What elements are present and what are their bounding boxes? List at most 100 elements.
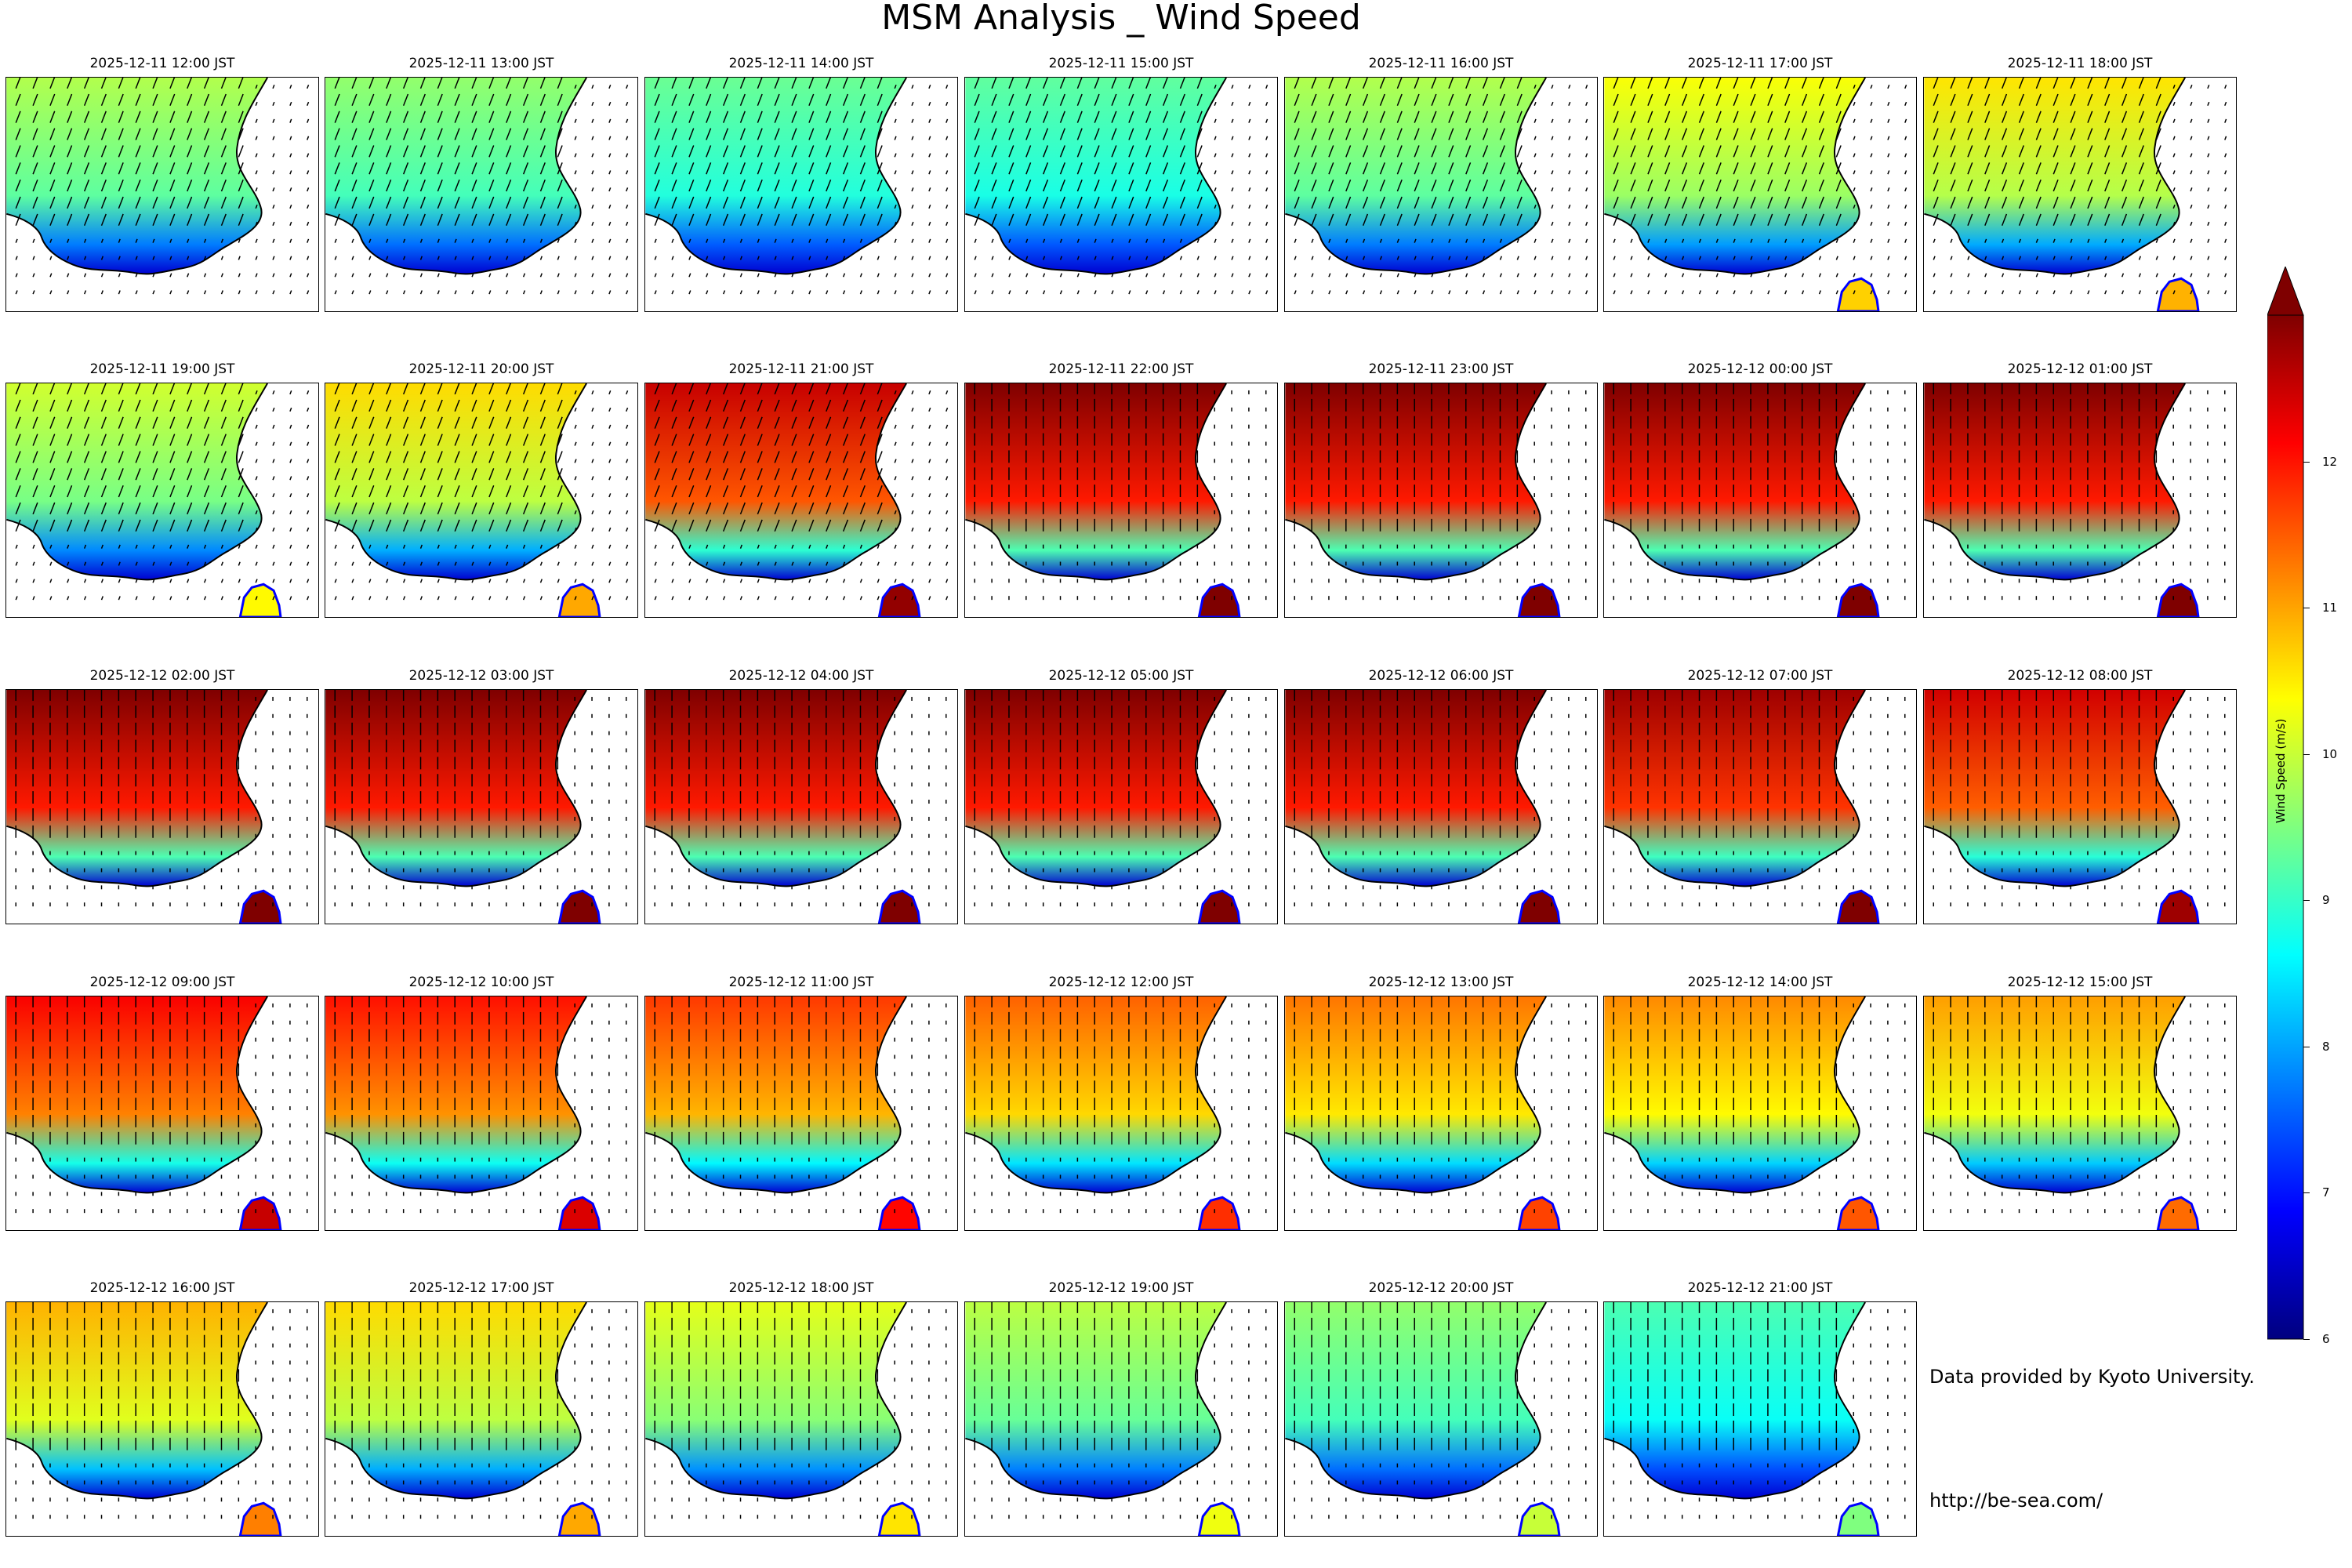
wind-vector	[722, 162, 729, 175]
wind-map-panel	[644, 383, 958, 618]
panel-time-label: 2025-12-11 20:00 JST	[408, 361, 554, 377]
wind-vector	[1835, 93, 1842, 107]
wind-vector	[2224, 136, 2227, 140]
wind-vector	[437, 273, 440, 278]
wind-vector	[1294, 162, 1300, 175]
wind-vector	[49, 485, 56, 498]
wind-vector	[688, 290, 691, 295]
wind-vector	[626, 510, 629, 515]
wind-vector	[255, 187, 258, 192]
wind-speed-field	[1924, 690, 2186, 887]
wind-vector	[506, 519, 512, 532]
wind-vector	[2087, 213, 2093, 227]
wind-vector	[307, 544, 310, 549]
wind-vector	[739, 238, 743, 243]
wind-vector	[757, 213, 763, 227]
wind-vector	[2190, 273, 2193, 278]
wind-vector	[334, 596, 337, 601]
wind-vector	[946, 596, 949, 601]
wind-vector	[1887, 118, 1890, 123]
wind-vector	[1482, 213, 1489, 227]
wind-vector	[1933, 196, 1939, 209]
wind-vector	[654, 290, 657, 295]
wind-vector	[351, 213, 358, 227]
wind-vector	[2172, 101, 2176, 107]
wind-vector	[2035, 78, 2042, 89]
wind-vector	[1362, 145, 1369, 158]
wind-vector	[1551, 136, 1554, 140]
wind-vector	[118, 238, 121, 243]
wind-vector	[334, 579, 337, 583]
wind-vector	[654, 544, 657, 549]
wind-vector	[574, 170, 577, 175]
wind-vector	[1750, 145, 1756, 158]
wind-vector	[1551, 221, 1554, 226]
wind-vector	[135, 544, 138, 549]
wind-vector	[1835, 273, 1838, 278]
wind-map-panel	[1603, 689, 1917, 924]
wind-vector	[471, 213, 477, 227]
wind-vector	[488, 273, 492, 278]
wind-vector	[100, 468, 107, 481]
wind-vector	[307, 441, 310, 446]
wind-vector	[1967, 290, 1970, 295]
wind-vector	[187, 238, 190, 243]
wind-vector	[1984, 213, 1991, 227]
wind-vector	[591, 579, 594, 583]
wind-vector	[1196, 290, 1200, 295]
wind-map-panel	[1284, 689, 1598, 924]
wind-vector	[791, 238, 794, 243]
wind-vector	[1613, 128, 1619, 140]
wind-vector	[1568, 290, 1571, 295]
wind-vector	[2190, 238, 2193, 243]
wind-vector	[522, 290, 526, 295]
wind-vector	[1784, 290, 1788, 295]
wind-vector	[1516, 111, 1523, 123]
wind-vector	[894, 510, 897, 515]
wind-vector	[1950, 290, 1953, 295]
wind-vector	[118, 579, 121, 583]
wind-vector	[808, 162, 815, 175]
wind-vector	[419, 544, 423, 549]
wind-vector	[757, 596, 760, 601]
wind-vector	[1551, 170, 1554, 175]
wind-map-panel	[964, 383, 1278, 618]
wind-map-svg	[965, 690, 1267, 924]
wind-vector	[1196, 145, 1203, 158]
wind-vector	[307, 459, 310, 463]
wind-map-svg	[965, 383, 1267, 617]
wind-vector	[506, 383, 511, 395]
wind-vector	[272, 441, 275, 446]
wind-vector	[1431, 196, 1437, 209]
wind-vector	[488, 128, 495, 140]
wind-vector	[757, 290, 760, 295]
wind-vector	[946, 544, 949, 549]
wind-speed-field	[1924, 78, 2186, 274]
wind-vector	[877, 273, 880, 278]
coastline	[965, 690, 1227, 887]
wind-vector	[1414, 213, 1420, 227]
wind-vector	[1499, 78, 1505, 89]
wind-vector	[1042, 93, 1049, 107]
wind-vector	[272, 459, 275, 463]
wind-vector	[471, 78, 477, 89]
wind-vector	[419, 213, 426, 227]
wind-vector	[307, 561, 310, 566]
wind-vector	[307, 221, 310, 226]
wind-vector	[2138, 213, 2144, 227]
wind-vector	[1248, 153, 1251, 158]
wind-vector	[2087, 145, 2093, 158]
wind-vector	[118, 213, 124, 227]
wind-vector	[1008, 145, 1014, 158]
wind-vector	[739, 290, 743, 295]
wind-vector	[488, 145, 495, 158]
wind-vector	[152, 256, 155, 260]
wind-vector	[539, 383, 546, 395]
wind-vector	[791, 485, 797, 498]
wind-vector	[351, 238, 354, 243]
wind-vector	[1534, 187, 1537, 192]
wind-vector	[591, 390, 594, 395]
wind-vector	[1715, 273, 1719, 278]
wind-vector	[67, 399, 73, 412]
wind-vector	[506, 111, 512, 123]
